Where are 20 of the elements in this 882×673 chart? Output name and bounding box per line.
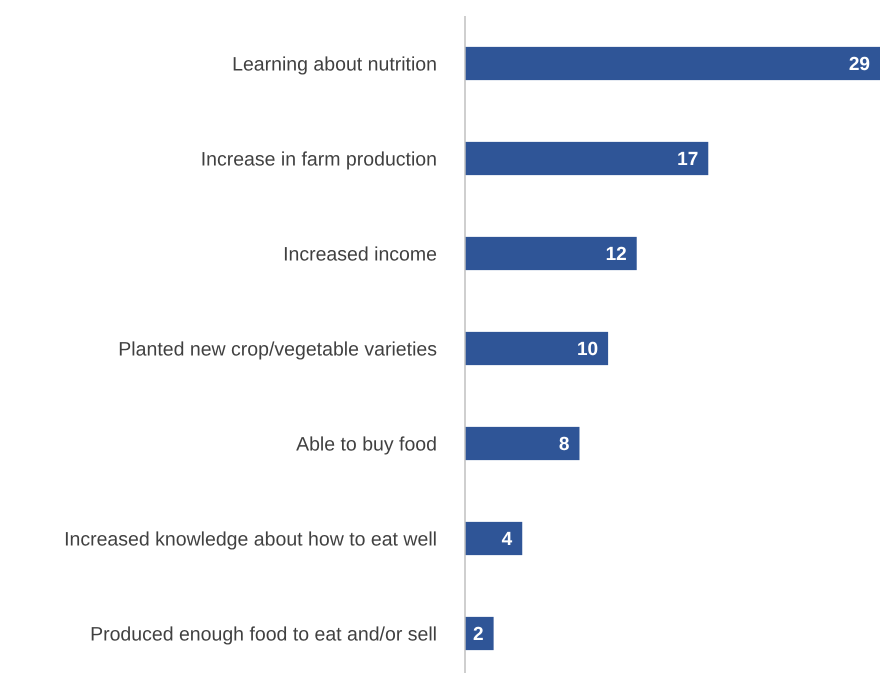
bar	[465, 332, 608, 366]
data-label: 2	[473, 624, 484, 646]
bar	[465, 236, 637, 270]
bar	[465, 522, 522, 556]
y-tick-label: Planted new crop/vegetable varieties	[118, 338, 438, 360]
bar	[465, 46, 880, 80]
y-tick-label: Able to buy food	[296, 433, 437, 456]
y-tick-label: Produced enough food to eat and/or sell	[90, 623, 437, 646]
y-tick-label: Learning about nutrition	[232, 53, 437, 76]
data-label: 17	[677, 149, 698, 170]
y-tick-label: Increased income	[283, 243, 437, 266]
data-label: 10	[576, 339, 598, 360]
bar	[465, 142, 708, 176]
data-label: 29	[848, 54, 870, 76]
data-label: 12	[606, 244, 627, 266]
bar	[465, 426, 580, 460]
data-label: 8	[558, 434, 570, 456]
y-tick-label: Increased knowledge about how to eat well	[64, 528, 437, 550]
data-label: 4	[502, 529, 513, 550]
y-tick-label: Increase in farm production	[200, 148, 437, 170]
